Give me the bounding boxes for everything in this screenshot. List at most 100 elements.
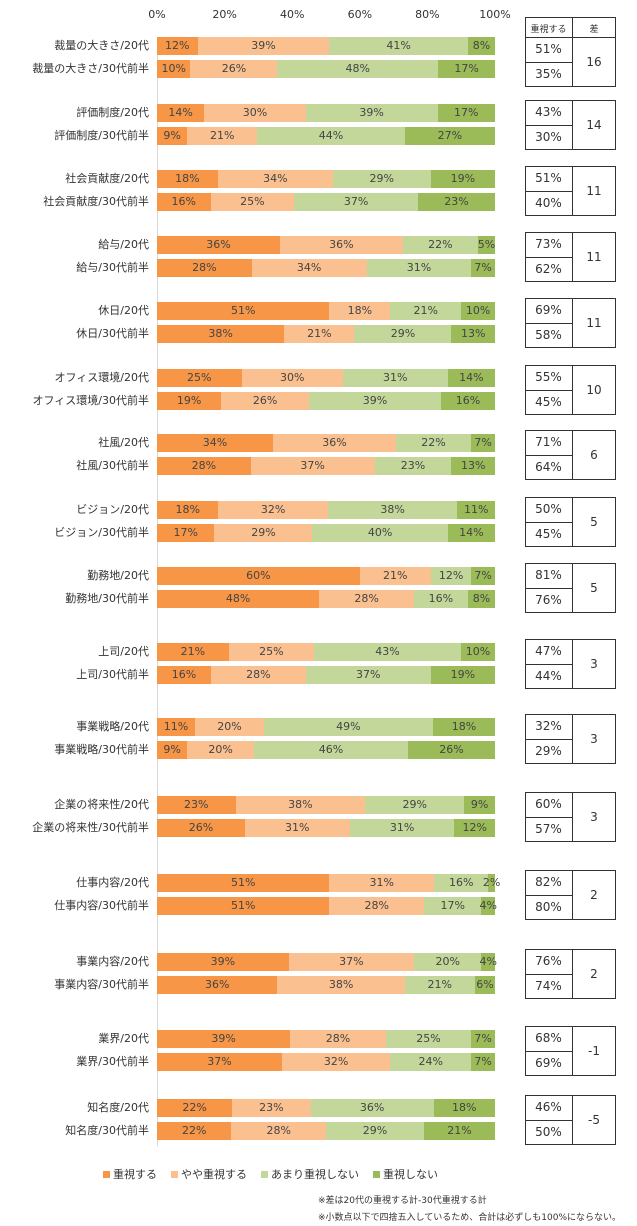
bar-value-label: 9% xyxy=(163,129,181,142)
bar-value-label: 19% xyxy=(176,394,202,407)
bar-value-label: 51% xyxy=(230,876,256,889)
bar-segment xyxy=(277,60,439,78)
bar-value-label: 44% xyxy=(318,129,344,142)
category-label: 勤務地/20代 xyxy=(87,569,149,582)
bar-segment xyxy=(204,104,306,122)
bar-segment xyxy=(447,524,495,542)
bar-segment xyxy=(210,193,295,211)
diff-value: 3 xyxy=(590,810,598,824)
bar-segment xyxy=(437,104,495,122)
legend-item: あまり重視しない xyxy=(261,1168,359,1181)
table-row-divider xyxy=(525,455,572,456)
bar-value-label: 22% xyxy=(428,238,453,251)
bar-value-label: 31% xyxy=(285,821,310,834)
diff-value: 11 xyxy=(586,184,602,198)
bar-value-label: 18% xyxy=(451,720,477,733)
table-row-divider xyxy=(525,323,572,324)
bar-segment xyxy=(157,457,251,475)
bar-segment xyxy=(157,170,218,188)
category-label: 勤務地/30代前半 xyxy=(65,592,149,605)
bar-segment xyxy=(211,666,306,684)
bar-value-label: 16% xyxy=(455,394,481,407)
important-20s: 76% xyxy=(535,954,562,968)
table-col-divider xyxy=(572,365,573,415)
important-30s: 74% xyxy=(535,979,562,993)
bar-segment xyxy=(407,741,495,759)
table-row-divider xyxy=(525,817,572,818)
category-label: 社風/20代 xyxy=(98,436,149,449)
x-tick-label: 20% xyxy=(212,8,237,21)
bar-segment xyxy=(157,897,330,915)
bar-value-label: 29% xyxy=(369,172,394,185)
bar-segment xyxy=(467,590,495,608)
important-30s: 45% xyxy=(535,395,562,409)
bar-segment xyxy=(314,643,461,661)
bar-segment xyxy=(294,193,419,211)
bar-value-label: 17% xyxy=(173,526,198,539)
bar-value-label: 36% xyxy=(359,1101,385,1114)
x-tick-label: 60% xyxy=(347,8,373,21)
category-label: ビジョン/30代前半 xyxy=(54,526,149,539)
category-label: オフィス環境/20代 xyxy=(54,371,149,384)
important-20s: 55% xyxy=(535,370,562,384)
bar-value-label: 28% xyxy=(266,1124,291,1137)
table-col-divider xyxy=(572,232,573,282)
bar-segment xyxy=(214,524,313,542)
table-col-divider xyxy=(572,497,573,547)
bar-segment xyxy=(329,874,435,892)
bar-segment xyxy=(157,1099,233,1117)
category-label: 企業の将来性/30代前半 xyxy=(32,821,149,834)
bar-segment xyxy=(305,104,438,122)
table-col-divider xyxy=(572,1026,573,1076)
diff-value: 11 xyxy=(586,250,602,264)
bar-value-label: 34% xyxy=(263,172,288,185)
bar-value-label: 38% xyxy=(328,978,354,991)
table-row-divider xyxy=(525,62,572,63)
bar-segment xyxy=(447,369,495,387)
bar-value-label: 37% xyxy=(300,459,325,472)
legend-label: あまり重視しない xyxy=(271,1168,359,1181)
legend-label: やや重視する xyxy=(181,1168,247,1181)
legend-label: 重視しない xyxy=(383,1168,438,1181)
bar-value-label: 14% xyxy=(459,526,484,539)
bar-segment xyxy=(250,457,375,475)
bar-segment xyxy=(390,302,462,320)
bar-segment xyxy=(434,874,489,892)
important-20s: 46% xyxy=(535,1100,562,1114)
bar-value-label: 43% xyxy=(375,645,400,658)
category-label: オフィス環境/30代前半 xyxy=(32,394,149,407)
bar-segment xyxy=(424,1122,495,1140)
important-30s: 57% xyxy=(535,822,562,836)
bar-value-label: 21% xyxy=(307,327,332,340)
bar-value-label: 4% xyxy=(479,955,497,968)
bar-segment xyxy=(424,897,482,915)
bar-value-label: 32% xyxy=(323,1055,349,1068)
bar-segment xyxy=(157,392,222,410)
bar-value-label: 28% xyxy=(192,261,217,274)
category-label: 事業内容/30代前半 xyxy=(54,978,149,991)
diff-value: 5 xyxy=(590,581,598,595)
bar-segment xyxy=(464,796,495,814)
bar-segment xyxy=(402,236,478,254)
bar-value-label: 38% xyxy=(288,798,313,811)
bar-segment xyxy=(157,796,236,814)
bar-value-label: 22% xyxy=(421,436,446,449)
diff-value: 5 xyxy=(590,515,598,529)
category-label: 上司/20代 xyxy=(98,645,149,658)
bar-segment xyxy=(467,37,495,55)
bar-value-label: 8% xyxy=(472,39,491,52)
bar-value-label: 26% xyxy=(252,394,278,407)
bar-value-label: 8% xyxy=(472,592,491,605)
bar-segment xyxy=(460,643,495,661)
bar-segment xyxy=(433,1099,495,1117)
bar-value-label: 37% xyxy=(356,668,381,681)
bar-segment xyxy=(157,976,278,994)
table-row-divider xyxy=(525,522,572,523)
category-label: 業界/30代前半 xyxy=(76,1055,149,1068)
important-20s: 71% xyxy=(535,435,562,449)
table-col-divider xyxy=(572,298,573,348)
bar-segment xyxy=(342,369,448,387)
important-30s: 69% xyxy=(535,1056,562,1070)
bar-segment xyxy=(197,37,330,55)
bar-segment xyxy=(349,819,455,837)
